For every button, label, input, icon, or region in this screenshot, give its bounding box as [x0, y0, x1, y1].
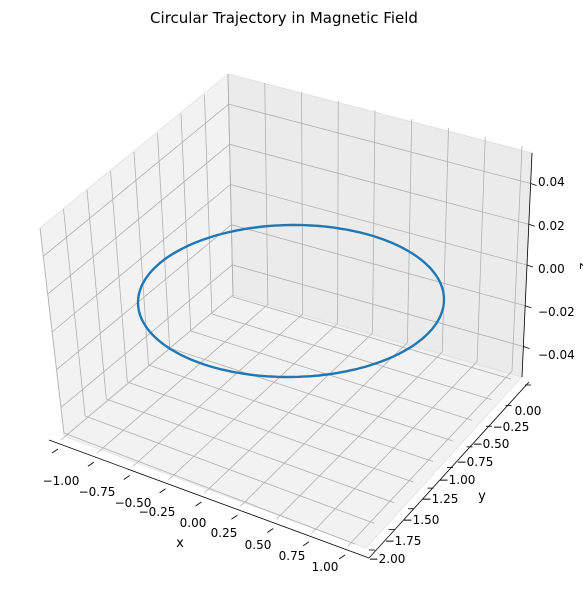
y-grid-line	[84, 415, 375, 524]
x-grid-line	[204, 332, 373, 494]
y-grid-line	[86, 189, 107, 400]
x-grid-line	[372, 109, 376, 334]
x-grid-line	[441, 127, 449, 353]
y-grid-line	[39, 227, 65, 434]
y-tick-label: −1.25	[422, 492, 459, 506]
y-tick-label: −1.00	[439, 473, 476, 487]
x-grid-line	[476, 136, 486, 362]
z-grid-line	[228, 103, 531, 184]
y-tick-label: 0.00	[515, 404, 542, 418]
x-grid-line	[168, 323, 338, 481]
z-tick-label: 0.00	[538, 262, 565, 276]
x-tick-label: 1.00	[312, 560, 339, 574]
x-tick-mark	[87, 461, 95, 467]
y-grid-line	[157, 132, 171, 349]
y-tick-labels: −2.00 −1.75 −1.50 −1.25 −1.00 −0.75 −0.5…	[369, 404, 542, 566]
x-grid-line	[511, 145, 523, 372]
x-axis-line	[48, 439, 370, 559]
x-tick-labels: −1.00 −0.75 −0.50 −0.25 0.00 0.25 0.50 0…	[43, 474, 339, 574]
x-tick-mark	[195, 501, 202, 507]
y-tick-label: −0.75	[457, 455, 494, 469]
x-tick-label: 0.75	[279, 549, 306, 563]
y-tick-label: −1.75	[385, 534, 422, 548]
x-tick-mark	[338, 554, 346, 560]
y-axis-label: y	[478, 489, 486, 504]
z-tick-mark	[528, 223, 535, 227]
chart-title: Circular Trajectory in Magnetic Field	[150, 9, 418, 27]
z-tick-mark	[530, 183, 537, 186]
x-grid-line	[301, 91, 304, 315]
x-tick-label: 0.00	[180, 516, 207, 530]
z-tick-mark	[523, 346, 530, 349]
x-tick-label: −0.50	[115, 496, 152, 510]
x-grid-line	[60, 294, 234, 441]
y-grid-line	[63, 432, 356, 545]
z-grid-line	[60, 264, 233, 408]
y-tick-label: −0.25	[493, 420, 530, 434]
x-grid-line	[275, 351, 443, 520]
y-grid-line	[127, 381, 414, 483]
x-tick-mark	[231, 514, 238, 520]
x-grid-line	[264, 82, 269, 305]
x-grid-line	[96, 304, 269, 454]
grid-lines	[39, 73, 531, 547]
trajectory-line	[136, 223, 446, 379]
x-tick-mark	[123, 475, 130, 480]
x-axis-label: x	[176, 536, 184, 551]
y-grid-line	[63, 208, 86, 417]
z-grid-line	[230, 184, 528, 266]
z-grid-line	[43, 103, 229, 257]
z-tick-mark	[525, 305, 532, 309]
z-tick-label: 0.02	[538, 219, 565, 233]
z-tick-label: −0.04	[538, 348, 575, 362]
y-tick-label: −2.00	[369, 552, 406, 566]
x-grid-line	[311, 361, 478, 534]
y-grid-line	[227, 75, 234, 298]
z-tick-label: −0.02	[538, 305, 575, 319]
y-grid-line	[169, 347, 453, 442]
z-grid-line	[51, 184, 231, 333]
x-grid-line	[347, 370, 513, 547]
y-tick-label: −1.50	[403, 513, 440, 527]
z-grid-line	[47, 144, 230, 295]
y-axis-line	[368, 381, 530, 559]
x-tick-mark	[159, 488, 166, 494]
x-tick-label: −0.75	[79, 485, 116, 499]
y-grid-line	[204, 94, 213, 315]
x-tick-label: −1.00	[43, 474, 80, 488]
y-grid-line	[180, 113, 192, 332]
x-tick-label: −0.25	[139, 505, 176, 519]
x-tick-mark	[51, 448, 59, 454]
x-grid-line	[337, 100, 339, 324]
x-tick-mark	[302, 541, 310, 547]
z-tick-mark	[526, 264, 534, 268]
z-grid-line	[56, 224, 232, 371]
y-grid-line	[232, 296, 512, 380]
x-tick-mark	[267, 528, 274, 533]
z-grid-line	[231, 224, 526, 307]
x-tick-label: 0.50	[245, 538, 272, 552]
x-grid-line	[406, 118, 413, 343]
y-grid-line	[106, 398, 395, 504]
z-axis-label: z	[576, 263, 583, 270]
z-grid-line	[229, 143, 529, 225]
x-grid-line	[132, 313, 304, 467]
z-grid-line	[232, 264, 524, 347]
y-grid-line	[190, 330, 473, 421]
tick-marks	[51, 183, 537, 560]
y-tick-label: −0.50	[473, 437, 510, 451]
y-grid-line	[211, 313, 492, 401]
z-tick-labels: −0.04 −0.02 0.00 0.02 0.04	[538, 175, 575, 362]
y-grid-line	[148, 364, 434, 462]
x-tick-label: 0.25	[211, 526, 238, 540]
z-tick-label: 0.04	[538, 175, 565, 189]
